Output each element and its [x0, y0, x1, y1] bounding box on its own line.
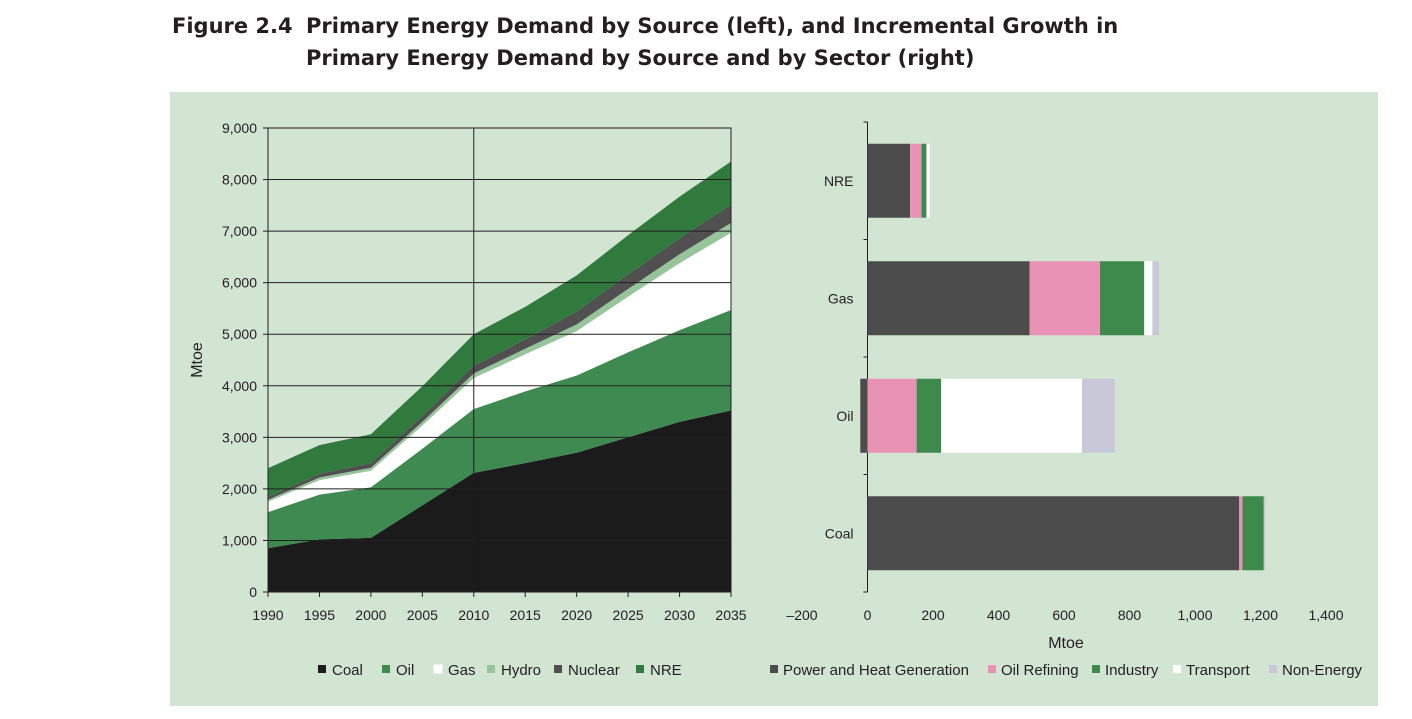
area-y-tick-label: 6,000 [222, 275, 257, 291]
legend-swatch-oil [382, 665, 390, 673]
area-y-tick-label: 2,000 [222, 481, 257, 497]
bar-x-tick-label: –200 [786, 607, 817, 623]
bar-category-label-coal: Coal [825, 525, 854, 541]
area-y-tick-label: 5,000 [222, 326, 257, 342]
bar-segment-oil-oil-refining [867, 378, 917, 453]
bar-segment-nre-transport [926, 143, 930, 218]
bar-x-tick-label: 200 [921, 607, 945, 623]
figure-title-line2: Primary Energy Demand by Source and by S… [306, 46, 975, 70]
bar-segment-coal-oil-refining [1239, 496, 1243, 571]
bar-x-tick-label: 0 [864, 607, 872, 623]
legend-swatch-gas [433, 664, 443, 674]
bar-segment-gas-non-energy [1152, 261, 1159, 336]
bar-segment-coal-industry [1242, 496, 1264, 571]
bar-x-tick-label: 600 [1052, 607, 1076, 623]
bar-x-tick-label: 1,000 [1177, 607, 1212, 623]
legend-swatch-industry [1092, 665, 1100, 673]
bar-segment-oil-transport [941, 378, 1083, 453]
area-y-tick-label: 7,000 [222, 223, 257, 239]
bar-category-label-oil: Oil [836, 408, 853, 424]
legend-label-oil-refining: Oil Refining [1001, 662, 1079, 679]
legend-swatch-oil-refining [988, 665, 996, 673]
area-y-tick-label: 8,000 [222, 172, 257, 188]
bar-x-tick-label: 400 [987, 607, 1011, 623]
area-y-tick-label: 9,000 [222, 120, 257, 136]
legend-label-nuclear: Nuclear [568, 662, 620, 679]
bar-segment-nre-oil-refining [910, 143, 922, 218]
bar-segment-nre-industry [921, 143, 927, 218]
bar-segment-oil-non-energy [1082, 378, 1115, 453]
area-y-tick-label: 4,000 [222, 378, 257, 394]
legend-label-hydro: Hydro [501, 662, 541, 679]
figure-title-line1: Primary Energy Demand by Source (left), … [306, 14, 1119, 38]
area-x-tick-label: 2030 [664, 607, 695, 623]
bar-x-tick-label: 800 [1118, 607, 1142, 623]
area-x-tick-label: 2025 [613, 607, 644, 623]
area-series-gas [268, 232, 731, 513]
area-plot-frame [267, 127, 732, 593]
legend-swatch-coal [318, 665, 326, 673]
legend-label-gas: Gas [448, 662, 476, 679]
charts-svg: 0 1,000 2,000 3,000 4,000 5,000 6,000 7,000 8,00… [189, 120, 1363, 679]
legend-swatch-power-and-heat-generation [770, 665, 778, 673]
bar-segment-gas-power-and-heat-generation [867, 261, 1030, 336]
legend-label-coal: Coal [332, 662, 363, 679]
area-x-tick-label: 1995 [304, 607, 335, 623]
figure-label: Figure 2.4 [172, 14, 293, 38]
area-series-coal [268, 410, 731, 592]
bar-x-tick-label: 1,200 [1243, 607, 1278, 623]
legend-swatch-transport [1173, 665, 1181, 673]
legend-label-power-and-heat-generation: Power and Heat Generation [783, 662, 969, 679]
bar-segment-gas-oil-refining [1029, 261, 1101, 336]
legend-swatch-nre [636, 665, 644, 673]
area-x-tick-label: 2015 [510, 607, 541, 623]
area-x-tick-label: 2020 [561, 607, 592, 623]
bar-segment-coal-power-and-heat-generation [867, 496, 1240, 571]
bar-segment-coal-non-energy [1263, 496, 1266, 571]
legend-label-oil: Oil [396, 662, 414, 679]
area-y-axis-title: Mtoe [189, 342, 206, 378]
area-x-tick-label: 1990 [252, 607, 283, 623]
chart-panel: 0 1,000 2,000 3,000 4,000 5,000 6,000 7,000 8,00… [170, 92, 1378, 706]
bar-x-tick-label: 1,400 [1308, 607, 1343, 623]
bar-category-label-gas: Gas [828, 290, 854, 306]
legend-label-industry: Industry [1105, 662, 1159, 679]
area-series-nre [268, 161, 731, 498]
bar-segment-gas-industry [1100, 261, 1145, 336]
bar-category-label-nre: NRE [824, 173, 854, 189]
bar-segment-oil-industry [916, 378, 942, 453]
legend-label-non-energy: Non-Energy [1282, 662, 1363, 679]
legend-swatch-hydro [487, 665, 495, 673]
area-x-tick-label: 2005 [407, 607, 438, 623]
bar-segment-gas-transport [1144, 261, 1153, 336]
area-y-tick-label: 1,000 [222, 532, 257, 548]
legend-swatch-non-energy [1269, 665, 1277, 673]
bar-x-axis-title: Mtoe [1048, 635, 1084, 652]
bar-segment-oil-power-and-heat-generation [860, 378, 868, 453]
legend-label-nre: NRE [650, 662, 682, 679]
area-x-tick-label: 2035 [715, 607, 746, 623]
area-x-tick-label: 2010 [458, 607, 489, 623]
area-y-tick-label: 0 [249, 584, 257, 600]
area-x-tick-label: 2000 [355, 607, 386, 623]
bar-segment-nre-power-and-heat-generation [867, 143, 911, 218]
legend-swatch-nuclear [554, 665, 562, 673]
area-y-tick-label: 3,000 [222, 429, 257, 445]
area-series-hydro [268, 222, 731, 502]
legend-label-transport: Transport [1186, 662, 1250, 679]
